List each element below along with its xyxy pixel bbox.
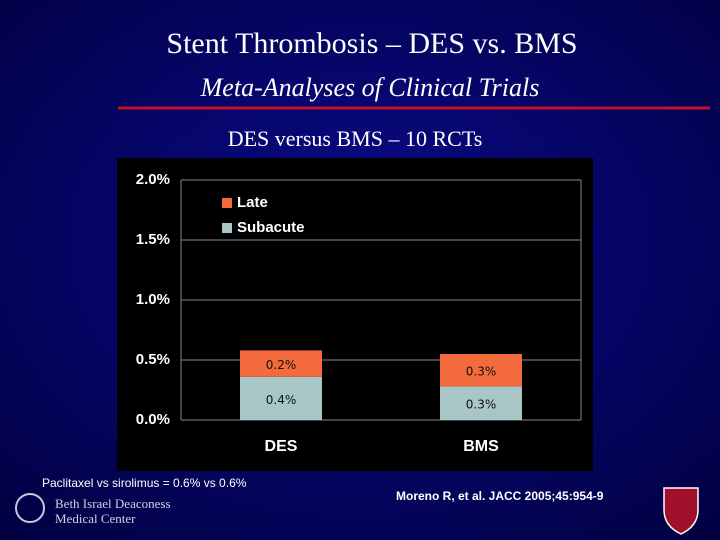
bar-segment [440, 354, 522, 387]
value-label: 0.2% [266, 358, 297, 372]
footnote: Paclitaxel vs sirolimus = 0.6% vs 0.6% [42, 476, 247, 490]
y-tick-label: 1.5% [136, 231, 170, 248]
citation: Moreno R, et al. JACC 2005;45:954-9 [396, 489, 604, 503]
logo-text: Medical Center [55, 511, 136, 526]
y-tick-label: 1.0% [136, 291, 170, 308]
x-tick-label: DES [265, 438, 298, 455]
legend-label: Subacute [237, 219, 305, 236]
title: Stent Thrombosis – DES vs. BMS [166, 27, 577, 60]
bar-segment [240, 376, 322, 420]
y-tick-label: 2.0% [136, 171, 170, 188]
value-label: 0.3% [466, 398, 497, 412]
chart-panel [117, 158, 593, 471]
shield [663, 487, 699, 535]
chart-title: DES versus BMS – 10 RCTs [228, 126, 483, 151]
logo-text: Beth Israel Deaconess [55, 496, 171, 511]
y-tick-label: 0.5% [136, 351, 170, 368]
logo-mark [15, 493, 45, 523]
bar-segment [440, 386, 522, 420]
legend-label: Late [237, 194, 268, 211]
logo: Beth Israel Deaconess Medical Center [15, 493, 171, 526]
x-tick-label: BMS [463, 438, 499, 455]
bar-segment [240, 350, 322, 377]
subtitle: Meta-Analyses of Clinical Trials [200, 73, 540, 102]
legend-swatch [222, 198, 232, 208]
value-label: 0.4% [266, 393, 297, 407]
legend-swatch [222, 223, 232, 233]
y-tick-label: 0.0% [136, 411, 170, 428]
value-label: 0.3% [466, 365, 497, 379]
